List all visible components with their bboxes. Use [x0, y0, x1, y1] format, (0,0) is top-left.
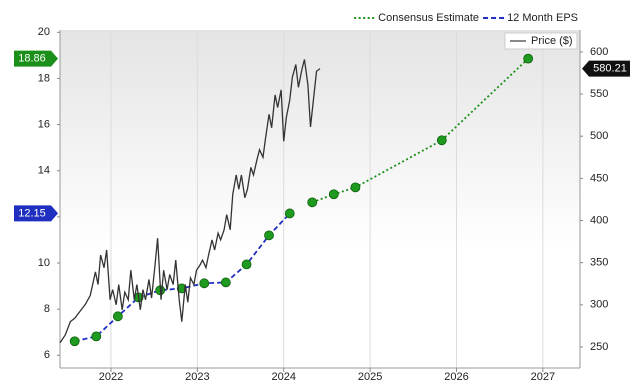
marker	[436, 135, 447, 146]
marker	[69, 336, 80, 347]
value-badge-label: 580.21	[593, 63, 627, 75]
legend-label: Price ($)	[531, 35, 573, 47]
x-tick-label: 2025	[358, 371, 382, 380]
x-tick-label: 2022	[99, 371, 123, 380]
series-line	[59, 59, 321, 344]
y2-tick-label: 300	[590, 299, 608, 311]
plot-background	[60, 30, 580, 368]
y-tick-label: 14	[38, 165, 50, 177]
marker	[264, 230, 274, 241]
x-tick-label: 2026	[444, 371, 468, 380]
marker	[284, 208, 295, 219]
x-tick-label: 2024	[271, 371, 295, 380]
marker	[241, 259, 252, 270]
y-tick-label: 16	[38, 119, 50, 131]
y2-tick-label: 450	[590, 172, 608, 184]
marker	[307, 197, 318, 208]
marker	[328, 189, 339, 200]
value-badge	[14, 50, 58, 67]
y2-tick-label: 600	[590, 46, 608, 58]
y-tick-label: 8	[44, 303, 50, 315]
legend-label: 12 Month EPS	[507, 12, 578, 24]
y-tick-label: 10	[38, 257, 50, 269]
marker	[91, 331, 102, 342]
marker	[523, 53, 534, 64]
marker	[199, 278, 210, 289]
value-badge-label: 18.86	[18, 53, 46, 65]
y2-tick-label: 500	[590, 130, 608, 142]
y2-tick-label: 250	[590, 341, 608, 353]
value-badge	[582, 60, 630, 77]
marker	[220, 277, 231, 288]
marker	[112, 311, 123, 322]
y2-tick-label: 550	[590, 88, 608, 100]
value-badge	[14, 205, 58, 222]
legend-box	[504, 32, 578, 50]
value-badge-label: 12.15	[18, 207, 46, 219]
legend-label: Consensus Estimate	[378, 12, 479, 24]
y-tick-label: 6	[44, 349, 50, 361]
y-tick-label: 18	[38, 72, 50, 84]
y-tick-label: 20	[38, 26, 50, 38]
y2-tick-label: 400	[590, 214, 608, 226]
marker	[350, 182, 361, 193]
y2-tick-label: 350	[590, 257, 608, 269]
x-tick-label: 2027	[531, 371, 555, 380]
x-tick-label: 2023	[185, 371, 209, 380]
